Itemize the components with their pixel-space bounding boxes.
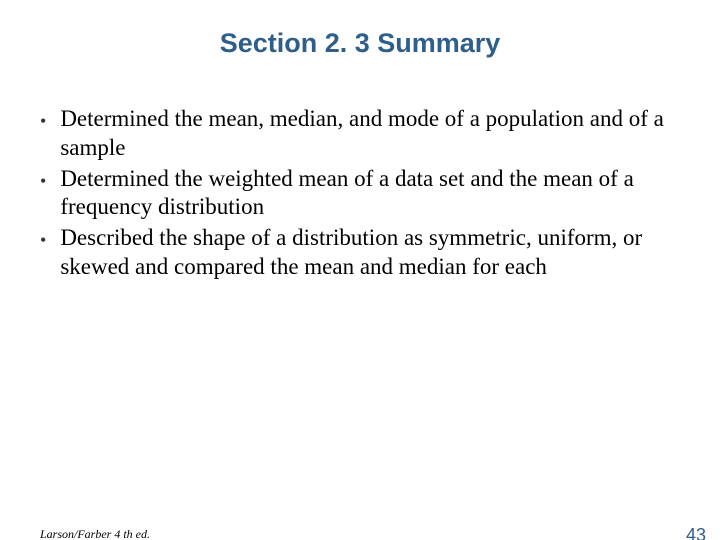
- bullet-icon: •: [40, 225, 46, 255]
- bullet-list: • Determined the mean, median, and mode …: [40, 105, 680, 282]
- bullet-icon: •: [40, 106, 46, 136]
- list-item: • Determined the mean, median, and mode …: [40, 105, 680, 163]
- footer-citation: Larson/Farber 4 th ed.: [40, 527, 150, 540]
- list-item-text: Described the shape of a distribution as…: [60, 224, 680, 282]
- list-item-text: Determined the weighted mean of a data s…: [60, 165, 680, 223]
- bullet-icon: •: [40, 166, 46, 196]
- list-item: • Described the shape of a distribution …: [40, 224, 680, 282]
- list-item: • Determined the weighted mean of a data…: [40, 165, 680, 223]
- page-number: 43: [686, 525, 706, 540]
- slide-title: Section 2. 3 Summary: [0, 28, 720, 59]
- list-item-text: Determined the mean, median, and mode of…: [60, 105, 680, 163]
